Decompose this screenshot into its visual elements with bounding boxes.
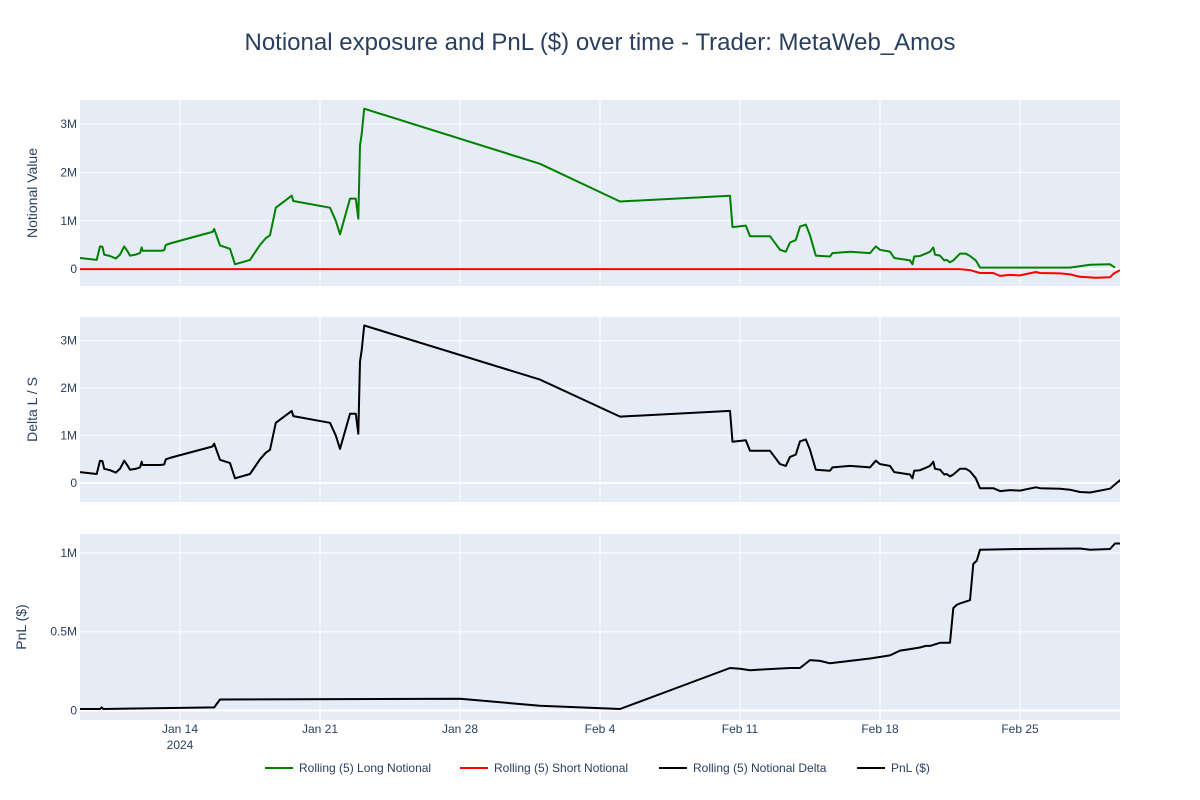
panel-3: 0 0.5M 1M PnL ($) (13, 534, 1120, 720)
chart-title: Notional exposure and PnL ($) over time … (245, 29, 956, 56)
legend-label: PnL ($) (891, 761, 930, 775)
y-tick-label: 2M (60, 381, 77, 395)
y-axis-title: Delta L / S (24, 377, 40, 442)
x-tick-label: Feb 4 (585, 722, 616, 736)
legend-entry: Rolling (5) Notional Delta (659, 761, 827, 775)
legend-entry: PnL ($) (857, 761, 930, 775)
x-tick-label: Jan 21 (302, 722, 338, 736)
legend-label: Rolling (5) Notional Delta (693, 761, 827, 775)
y-tick-label: 3M (60, 117, 77, 131)
y-tick-label: 0 (70, 476, 77, 490)
series-line-rolling-5-long-notional (80, 107, 1116, 269)
x-tick-sublabel: 2024 (167, 738, 194, 752)
x-tick-label: Jan 28 (442, 722, 478, 736)
legend: Rolling (5) Long Notional Rolling (5) Sho… (265, 761, 930, 775)
x-tick-label: Feb 25 (1001, 722, 1039, 736)
legend-label: Rolling (5) Long Notional (299, 761, 431, 775)
x-tick-label: Feb 18 (861, 722, 899, 736)
y-tick-label: 3M (60, 334, 77, 348)
legend-entry: Rolling (5) Short Notional (460, 761, 628, 775)
series-line-pnl (80, 542, 1120, 710)
y-tick-label: 1M (60, 546, 77, 560)
y-tick-label: 2M (60, 165, 77, 179)
y-axis-title: Notional Value (24, 148, 40, 238)
panel-1: 0 1M 2M 3M Notional Value (24, 100, 1120, 286)
legend-entry: Rolling (5) Long Notional (265, 761, 431, 775)
y-tick-label: 1M (60, 214, 77, 228)
y-axis-title: PnL ($) (13, 604, 29, 649)
series-line-rolling-5-short-notional (80, 268, 1120, 279)
y-tick-label: 0.5M (50, 625, 77, 639)
y-tick-label: 1M (60, 429, 77, 443)
panel-2: 0 1M 2M 3M Delta L / S (24, 317, 1120, 502)
x-tick-label: Jan 14 (162, 722, 198, 736)
x-tick-label: Feb 11 (722, 722, 759, 736)
y-tick-label: 0 (70, 262, 77, 276)
y-tick-label: 0 (70, 704, 77, 718)
series-line-rolling-5-notional-delta (80, 324, 1120, 494)
legend-label: Rolling (5) Short Notional (494, 761, 628, 775)
